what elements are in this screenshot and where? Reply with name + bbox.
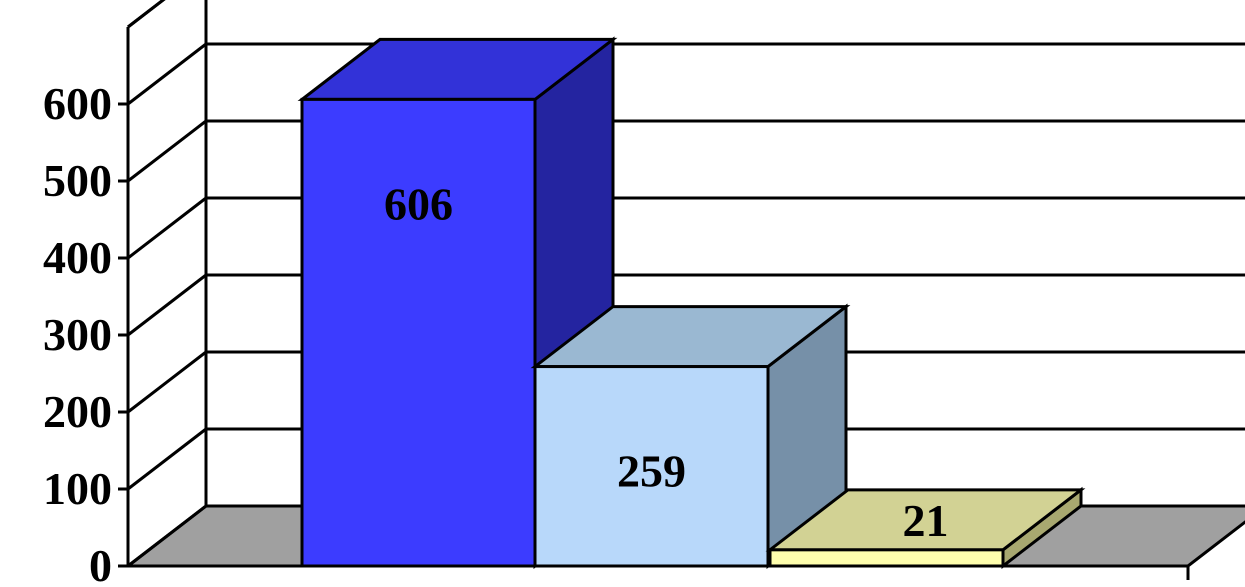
y-tick-label: 600 [43,78,112,129]
y-tick-label: 200 [43,386,112,437]
y-tick-label: 300 [43,309,112,360]
gridline-side [127,196,207,260]
bar-value-label: 606 [384,178,453,229]
gridline-side [127,350,207,414]
bar-group [765,486,1086,570]
gridline-side [127,504,207,568]
bar-value-label: 259 [617,446,686,497]
gridline-side [127,273,207,337]
bar [768,548,1005,568]
y-tick-label: 0 [89,540,112,587]
gridline-side [127,119,207,183]
gridline-side [127,0,166,29]
y-tick-label: 500 [43,155,112,206]
y-tick-label: 400 [43,232,112,283]
bar-value-label: 21 [903,495,949,546]
gridline-side [127,427,207,491]
gridline-side [127,42,207,106]
y-tick-label: 100 [43,463,112,514]
side-wall-top-edge [127,0,166,29]
bar [300,97,537,568]
